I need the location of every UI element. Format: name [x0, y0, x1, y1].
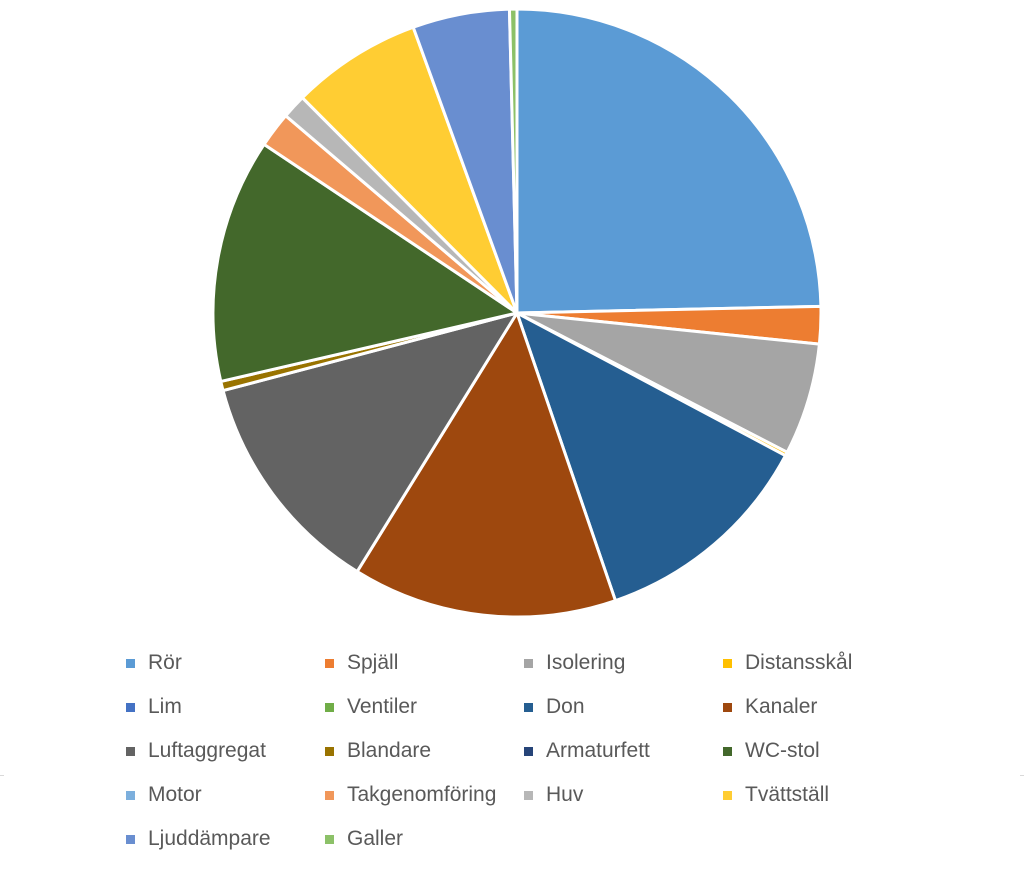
legend-swatch	[126, 658, 135, 668]
legend-swatch	[524, 658, 533, 668]
legend-swatch	[126, 746, 135, 756]
pie-slice-luftaggregat	[221, 311, 519, 574]
legend-label: Lim	[148, 695, 182, 718]
legend-swatch	[524, 746, 533, 756]
legend-item: Lim	[126, 692, 182, 722]
legend-swatch	[524, 702, 533, 712]
chart-frame-mark-left	[0, 775, 4, 776]
legend-item: Isolering	[524, 648, 625, 678]
legend-item: Armaturfett	[524, 736, 650, 766]
legend-swatch	[723, 702, 732, 712]
legend-label: Takgenomföring	[347, 783, 497, 806]
legend-item: Galler	[325, 824, 403, 854]
pie-slice-kanaler	[355, 311, 617, 619]
legend-label: Blandare	[347, 739, 432, 762]
pie-slice-don	[515, 311, 787, 603]
legend-item: Kanaler	[723, 692, 817, 722]
pie-slice-galler	[507, 7, 519, 315]
legend-label: Ljuddämpare	[148, 827, 271, 850]
legend-label: Isolering	[546, 651, 626, 674]
legend-label: Rör	[148, 651, 182, 674]
legend-item: Blandare	[325, 736, 431, 766]
legend-label: Galler	[347, 827, 404, 850]
legend-item: Don	[524, 692, 585, 722]
legend-item: Motor	[126, 780, 202, 810]
legend-swatch	[325, 658, 334, 668]
legend-swatch	[126, 702, 135, 712]
legend-label: Armaturfett	[546, 739, 650, 762]
legend-swatch	[723, 790, 732, 800]
legend-swatch	[325, 834, 334, 844]
legend-item: Ljuddämpare	[126, 824, 271, 854]
pie-slice-wc-stol	[211, 142, 519, 383]
legend-item: Huv	[524, 780, 583, 810]
legend-item: Rör	[126, 648, 182, 678]
legend-label: Huv	[546, 783, 584, 806]
legend-label: Luftaggregat	[148, 739, 266, 762]
legend-swatch	[126, 790, 135, 800]
legend-label: Ventiler	[347, 695, 418, 718]
legend-label: Motor	[148, 783, 202, 806]
legend-item: Luftaggregat	[126, 736, 266, 766]
legend-item: Spjäll	[325, 648, 398, 678]
legend-swatch	[325, 702, 334, 712]
legend-item: WC-stol	[723, 736, 820, 766]
legend-swatch	[723, 658, 732, 668]
legend-swatch	[126, 834, 135, 844]
legend-swatch	[325, 746, 334, 756]
legend-swatch	[325, 790, 334, 800]
legend-swatch	[524, 790, 533, 800]
legend-item: Tvättställ	[723, 780, 829, 810]
chart-frame-mark-right	[1020, 775, 1024, 776]
legend-item: Takgenomföring	[325, 780, 496, 810]
legend-label: Tvättställ	[745, 783, 830, 806]
legend-label: Distansskål	[745, 651, 853, 674]
legend-item: Distansskål	[723, 648, 852, 678]
legend-label: Kanaler	[745, 695, 818, 718]
legend-label: Don	[546, 695, 585, 718]
legend-label: Spjäll	[347, 651, 399, 674]
legend-item: Ventiler	[325, 692, 417, 722]
legend-label: WC-stol	[745, 739, 820, 762]
legend-swatch	[723, 746, 732, 756]
pie-slice-tvättställ	[300, 25, 519, 315]
pie-slice-rör	[515, 7, 823, 315]
